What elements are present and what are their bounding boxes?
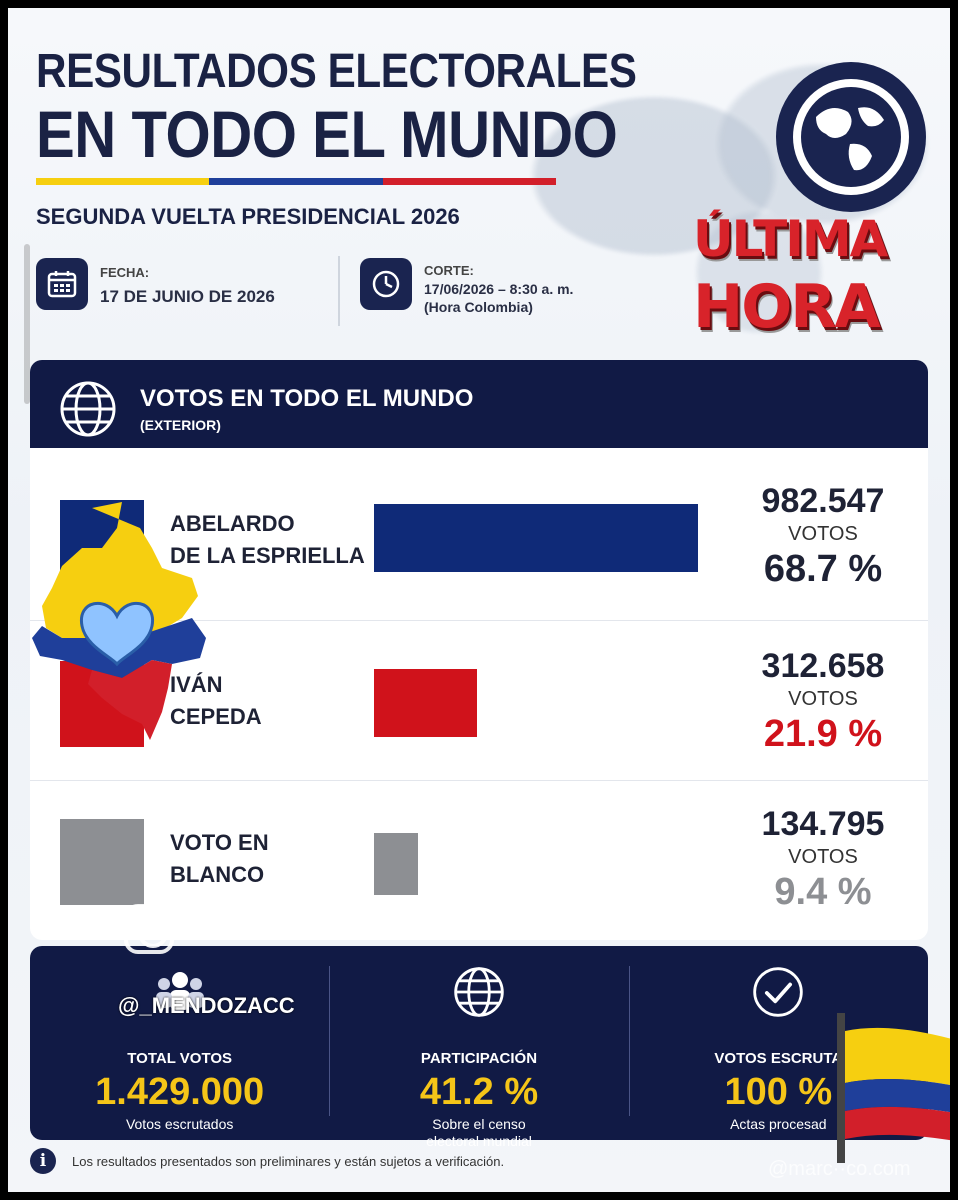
watermark: @marc··co.com (768, 1158, 911, 1180)
total-note: Votos escrutados (125, 1116, 234, 1132)
summary-total: TOTAL VOTOS 1.429.000 Votos escrutados (30, 946, 329, 1140)
colombia-map-sticker (32, 502, 206, 740)
people-icon (152, 964, 208, 1020)
stripe-blue (209, 178, 383, 185)
stripe-yellow (36, 178, 210, 185)
candidate-name: ABELARDO DE LA ESPRIELLA (170, 508, 365, 572)
candidate-name-line1: ABELARDO (170, 511, 295, 536)
title-line1: RESULTADOS ELECTORALES (36, 45, 637, 98)
disclaimer: i Los resultados presentados son prelimi… (30, 1148, 504, 1174)
candidate-row: ABELARDO DE LA ESPRIELLA 982.547 VOTOS 6… (30, 460, 928, 620)
panel-title: VOTOS EN TODO EL MUNDO (140, 385, 474, 412)
stripe-red (382, 178, 556, 185)
corte-value: 17/06/2026 – 8:30 a. m. (424, 281, 574, 297)
corte-label: CORTE: (424, 263, 474, 278)
scrollbar[interactable] (24, 244, 30, 404)
title-line2: EN TODO EL MUNDO (36, 97, 618, 171)
participation-value: 41.2 % (419, 1071, 539, 1113)
vote-count: 982.547 VOTOS 68.7 % (748, 482, 898, 591)
disclaimer-text: Los resultados presentados son prelimina… (72, 1153, 505, 1169)
globe-icon (60, 381, 116, 437)
instagram-icon (124, 904, 174, 954)
panel-subtitle: (EXTERIOR) (140, 417, 221, 433)
bar (374, 833, 418, 895)
infographic-frame: RESULTADOS ELECTORALES EN TODO EL MUNDO … (8, 8, 950, 1192)
candidate-name-line1: VOTO EN (170, 830, 269, 855)
globe-logo-icon (776, 62, 926, 212)
total-value: 1.429.000 (95, 1071, 265, 1113)
vote-percent: 9.4 % (774, 871, 872, 913)
info-icon: i (30, 1148, 56, 1174)
vote-percent: 21.9 % (763, 713, 883, 755)
candidate-name: IVÁN CEPEDA (170, 669, 262, 733)
clock-icon (360, 258, 412, 310)
vote-count: 312.658 VOTOS 21.9 % (748, 647, 898, 756)
bar (374, 669, 477, 737)
tricolor-stripe (36, 178, 556, 185)
scrutinized-value: 100 % (724, 1071, 833, 1113)
participation-note: Sobre el censo electoral mundial (426, 1116, 532, 1150)
corte-box: CORTE: 17/06/2026 – 8:30 a. m. (Hora Col… (360, 258, 573, 316)
calendar-icon (36, 258, 88, 310)
vote-unit: VOTOS (788, 523, 858, 545)
badge-line1: ÚLTIMA (693, 210, 888, 268)
scrutinized-note: Actas procesad (730, 1116, 827, 1132)
colombia-flag-sticker (837, 1013, 950, 1163)
scrutinized-label: VOTOS ESCRUTA (714, 1050, 843, 1067)
badge-line2: HORA (693, 272, 881, 342)
participation-note-line1: Sobre el censo (432, 1116, 526, 1132)
info-divider (338, 256, 340, 326)
check-circle-icon (750, 964, 806, 1020)
vote-percent: 68.7 % (763, 548, 883, 590)
corte-note: (Hora Colombia) (424, 299, 533, 315)
votes-panel-header: VOTOS EN TODO EL MUNDO (EXTERIOR) (30, 360, 928, 458)
vote-number: 982.547 (761, 482, 885, 520)
subtitle: SEGUNDA VUELTA PRESIDENCIAL 2026 (36, 204, 460, 229)
total-label: TOTAL VOTOS (127, 1050, 233, 1067)
bar (374, 504, 698, 572)
globe-icon (451, 964, 507, 1020)
votes-panel-body: ABELARDO DE LA ESPRIELLA 982.547 VOTOS 6… (30, 448, 928, 940)
vote-unit: VOTOS (788, 846, 858, 868)
summary-panel: TOTAL VOTOS 1.429.000 Votos escrutados P… (30, 946, 928, 1149)
fecha-value: 17 DE JUNIO DE 2026 (100, 287, 275, 306)
candidate-name-line1: IVÁN (170, 672, 223, 697)
vote-count: 134.795 VOTOS 9.4 % (748, 805, 898, 914)
summary-scrutinized: VOTOS ESCRUTA 100 % Actas procesad (628, 946, 928, 1140)
vote-unit: VOTOS (788, 688, 858, 710)
vote-number: 312.658 (761, 647, 885, 685)
fecha-label: FECHA: (100, 265, 150, 280)
vote-number: 134.795 (761, 805, 885, 843)
ultima-hora-badge: ÚLTIMA HORA (683, 200, 888, 360)
candidate-swatch (60, 819, 144, 905)
candidate-row: IVÁN CEPEDA 312.658 VOTOS 21.9 % (30, 620, 928, 780)
fecha-box: FECHA: 17 DE JUNIO DE 2026 (36, 258, 275, 310)
candidate-name: VOTO EN BLANCO (170, 827, 269, 891)
candidate-row: VOTO EN BLANCO 134.795 VOTOS 9.4 % (30, 780, 928, 940)
participation-label: PARTICIPACIÓN (420, 1050, 538, 1067)
candidate-name-line2: BLANCO (170, 862, 265, 887)
candidate-name-line2: CEPEDA (170, 704, 262, 729)
candidate-name-line2: DE LA ESPRIELLA (170, 543, 365, 568)
instagram-handle: @_MENDOZACC (118, 993, 295, 1018)
participation-note-line2: electoral mundial (426, 1133, 532, 1149)
summary-participation: PARTICIPACIÓN 41.2 % Sobre el censo elec… (329, 946, 628, 1149)
